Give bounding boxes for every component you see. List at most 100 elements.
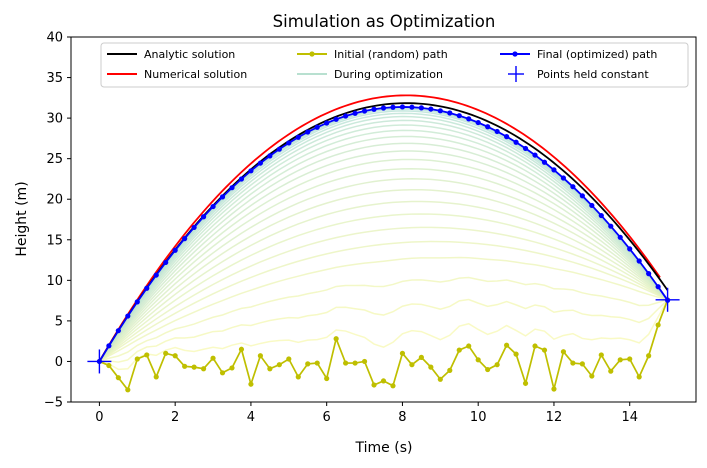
optimization-path bbox=[98, 129, 669, 362]
initial-path-point bbox=[456, 347, 462, 353]
final-path-point bbox=[475, 119, 481, 126]
initial-path-point bbox=[172, 353, 178, 359]
final-path-point bbox=[617, 234, 623, 240]
chart-title: Simulation as Optimization bbox=[273, 12, 496, 31]
plot-frame bbox=[70, 36, 697, 403]
final-path-point bbox=[579, 193, 585, 199]
initial-path-point bbox=[504, 342, 510, 348]
optimization-path bbox=[98, 240, 668, 363]
initial-path-point bbox=[475, 357, 481, 363]
initial-path-point bbox=[210, 355, 216, 361]
y-tick-label: 40 bbox=[46, 31, 63, 46]
y-tick-label: 0 bbox=[55, 355, 63, 370]
final-path-point bbox=[428, 106, 434, 112]
legend-label: During optimization bbox=[334, 68, 443, 81]
legend-label: Final (optimized) path bbox=[537, 48, 657, 61]
optimization-path bbox=[98, 119, 669, 362]
final-path-point bbox=[570, 184, 576, 190]
initial-path-point bbox=[532, 343, 538, 349]
initial-path-point bbox=[608, 368, 614, 374]
initial-path-point bbox=[418, 354, 424, 360]
final-path-point bbox=[314, 124, 320, 130]
initial-path-point bbox=[305, 361, 311, 367]
optimization-path bbox=[98, 115, 669, 362]
y-tick-label: 5 bbox=[55, 314, 63, 329]
legend-entry: Initial (random) path bbox=[297, 48, 448, 61]
initial-path-point bbox=[267, 366, 273, 372]
initial-path-point bbox=[257, 353, 263, 359]
final-path-point bbox=[532, 152, 538, 158]
final-path-point bbox=[371, 106, 377, 112]
initial-path-point bbox=[295, 374, 301, 380]
initial-path-point bbox=[182, 363, 188, 369]
final-path-point bbox=[485, 124, 491, 130]
legend-entry: Final (optimized) path bbox=[500, 48, 657, 61]
final-path-point bbox=[257, 160, 263, 166]
held-constant-marker bbox=[655, 287, 680, 312]
initial-path-point bbox=[153, 374, 159, 380]
final-path-point bbox=[153, 272, 159, 278]
optimization-path bbox=[99, 256, 668, 363]
optimization-path bbox=[98, 178, 669, 362]
x-tick-label: 0 bbox=[95, 410, 103, 425]
initial-path-point bbox=[219, 370, 226, 376]
final-path-point bbox=[627, 246, 633, 252]
final-path-point bbox=[182, 236, 188, 242]
optimization-path bbox=[98, 167, 669, 362]
optimization-path bbox=[98, 112, 669, 362]
legend: Analytic solution Numerical solution Initi… bbox=[100, 42, 689, 88]
optimization-path bbox=[99, 276, 668, 363]
optimization-path bbox=[99, 299, 669, 371]
initial-path-point bbox=[617, 357, 623, 363]
numerical-solution-line bbox=[98, 94, 661, 362]
final-path-point bbox=[466, 116, 472, 122]
initial-path-point bbox=[522, 380, 529, 386]
final-path-point bbox=[522, 145, 529, 152]
final-path-point bbox=[504, 134, 510, 140]
held-constant-marker bbox=[87, 349, 112, 374]
final-path-point bbox=[409, 104, 415, 110]
final-path-point bbox=[134, 299, 140, 305]
initial-path-point bbox=[399, 350, 406, 356]
final-path-point bbox=[513, 139, 519, 145]
final-path-point bbox=[551, 167, 557, 173]
initial-path-point bbox=[447, 367, 453, 373]
initial-path-point bbox=[627, 356, 633, 362]
initial-path-point bbox=[343, 360, 349, 366]
final-path-point bbox=[106, 343, 112, 349]
final-path-point bbox=[655, 284, 661, 290]
initial-path-point bbox=[286, 356, 292, 362]
x-axis-label: Time (s) bbox=[355, 440, 413, 456]
final-path-point bbox=[172, 247, 178, 253]
y-axis-label: Height (m) bbox=[14, 181, 30, 256]
final-path-point bbox=[229, 185, 235, 191]
y-tick-label: 10 bbox=[46, 274, 63, 289]
y-tick-label: −5 bbox=[44, 396, 63, 411]
y-tick-label: 30 bbox=[46, 112, 63, 127]
initial-path-point bbox=[134, 356, 140, 362]
initial-path-point bbox=[125, 387, 131, 393]
y-tick-label: 15 bbox=[46, 233, 63, 248]
initial-path-point bbox=[485, 366, 491, 373]
y-tick-label: 25 bbox=[46, 152, 63, 167]
legend-entry: During optimization bbox=[297, 68, 443, 81]
final-path-point bbox=[418, 105, 424, 111]
final-path-point bbox=[276, 146, 282, 152]
initial-path-point bbox=[314, 360, 320, 366]
initial-path-point bbox=[551, 386, 557, 392]
initial-path-point bbox=[144, 352, 150, 358]
final-path-point bbox=[589, 202, 595, 209]
legend-label: Analytic solution bbox=[144, 48, 235, 61]
final-path-point bbox=[456, 113, 462, 119]
x-tick-label: 6 bbox=[323, 410, 331, 425]
final-path-point bbox=[361, 108, 368, 114]
final-path-point bbox=[390, 104, 396, 110]
optimization-path bbox=[98, 188, 669, 362]
initial-path-point bbox=[541, 347, 548, 353]
final-path-point bbox=[238, 176, 245, 182]
optimization-path bbox=[98, 213, 669, 362]
final-path-point bbox=[380, 105, 387, 111]
legend-entry: Numerical solution bbox=[107, 68, 247, 81]
initial-path-point bbox=[324, 375, 330, 382]
